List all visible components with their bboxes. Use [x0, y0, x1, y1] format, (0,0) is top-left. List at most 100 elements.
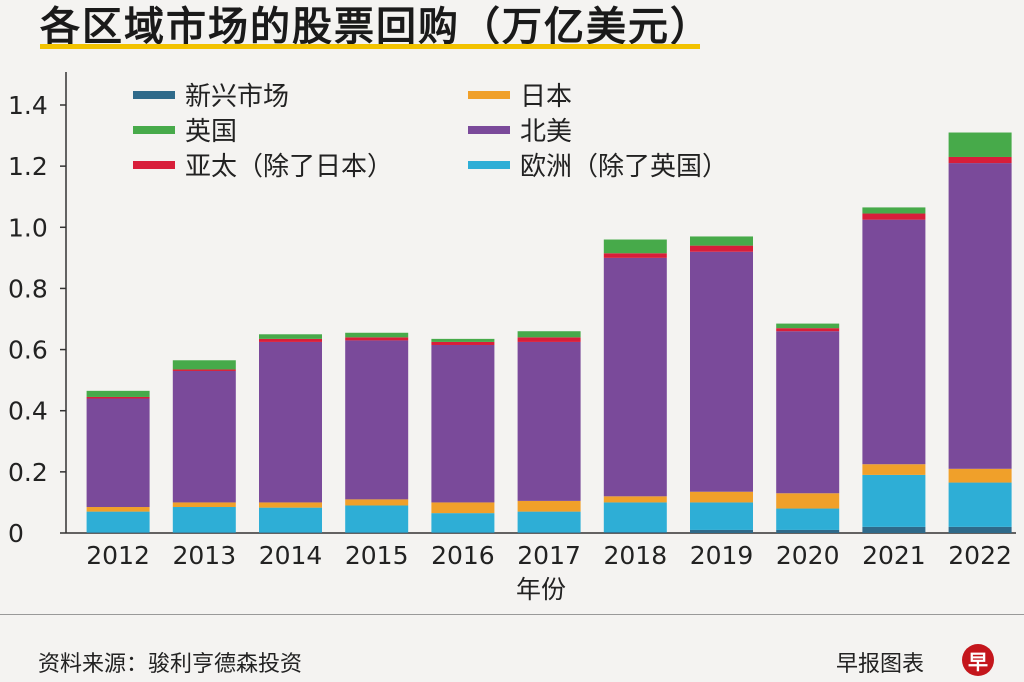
zaobao-logo: 早: [962, 644, 994, 676]
y-tick-label: 0: [8, 519, 24, 548]
x-tick-label: 2020: [776, 541, 840, 570]
x-tick-label: 2019: [690, 541, 754, 570]
bar-segment-japan-2016: [431, 502, 495, 514]
chart-title: 各区域市场的股票回购（万亿美元）: [40, 4, 712, 50]
bar-segment-asia_pacific-2020: [776, 328, 840, 332]
bar-segment-emerging-2015: [345, 532, 409, 533]
bar-segment-north_america-2012: [86, 398, 150, 508]
bar-segment-uk-2013: [172, 360, 236, 370]
title-underline: [40, 44, 700, 49]
x-tick-label: 2014: [259, 541, 323, 570]
bar-segment-north_america-2013: [172, 370, 236, 503]
bar-segment-japan-2021: [862, 464, 926, 475]
bar-segment-uk-2015: [345, 332, 409, 338]
bar-segment-emerging-2016: [431, 532, 495, 533]
bar-segment-north_america-2020: [776, 331, 840, 494]
y-tick-label: 0.4: [8, 397, 48, 426]
bar-segment-japan-2013: [172, 502, 236, 508]
bar-segment-north_america-2022: [948, 163, 1012, 469]
y-tick-label: 0.2: [8, 458, 48, 487]
bar-segment-emerging-2018: [603, 532, 667, 533]
y-tick-label: 0.6: [8, 336, 48, 365]
bar-segment-emerging-2012: [86, 532, 150, 533]
bar-segment-asia_pacific-2022: [948, 156, 1012, 164]
bar-segment-uk-2012: [86, 390, 150, 397]
y-tick-label: 1.0: [8, 213, 48, 242]
bar-segment-north_america-2014: [259, 341, 322, 503]
bar-segment-europe-2014: [259, 507, 322, 533]
bar-segment-japan-2015: [345, 499, 409, 506]
bar-segment-uk-2022: [948, 132, 1012, 157]
bar-segment-uk-2020: [776, 323, 840, 329]
x-tick-label: 2012: [86, 541, 150, 570]
legend-label-uk: 英国: [185, 117, 237, 147]
y-tick-label: 0.8: [8, 274, 48, 303]
bar-segment-asia_pacific-2018: [603, 253, 667, 258]
source-note: 资料来源：骏利亨德森投资: [38, 652, 303, 677]
bar-segment-emerging-2014: [259, 532, 322, 533]
bar-segment-uk-2014: [259, 334, 322, 339]
bar-segment-uk-2021: [862, 207, 926, 214]
bar-segment-emerging-2017: [517, 532, 581, 533]
bar-segment-europe-2017: [517, 511, 581, 533]
bar-segment-emerging-2020: [776, 529, 840, 533]
bar-segment-japan-2022: [948, 468, 1012, 483]
legend-swatch-japan: [468, 91, 510, 99]
legend-label-north_america: 北美: [520, 117, 572, 147]
bar-segment-asia_pacific-2019: [690, 245, 753, 252]
bar-segment-north_america-2015: [345, 340, 409, 500]
bar-segment-north_america-2017: [517, 341, 581, 501]
x-tick-label: 2018: [603, 541, 667, 570]
footer-divider: [0, 614, 1024, 615]
bar-segment-japan-2018: [603, 496, 667, 503]
bar-segment-europe-2015: [345, 505, 409, 533]
bar-segment-emerging-2019: [690, 529, 753, 533]
legend-label-asia_pacific: 亚太（除了日本）: [185, 152, 393, 182]
bar-segment-asia_pacific-2015: [345, 337, 409, 341]
bar-segment-asia_pacific-2016: [431, 341, 495, 345]
x-tick-label: 2016: [431, 541, 495, 570]
legend-swatch-north_america: [468, 126, 510, 134]
bar-segment-north_america-2021: [862, 219, 926, 465]
x-axis-title: 年份: [516, 575, 566, 604]
bar-segment-japan-2020: [776, 493, 840, 509]
stacked-bar-chart: 0 0.2 0.4 0.6 0.8 1.0 1.2 1.4 2012 2013 2014 2015 20…: [8, 72, 1016, 604]
legend-swatch-europe: [468, 161, 510, 169]
legend-swatch-emerging: [133, 91, 175, 99]
bar-segment-asia_pacific-2013: [172, 369, 236, 371]
bar-segment-japan-2017: [517, 500, 581, 512]
bar-segment-asia_pacific-2021: [862, 213, 926, 220]
bar-segment-north_america-2019: [690, 251, 753, 492]
legend-label-emerging: 新兴市场: [185, 82, 289, 112]
bar-segment-europe-2012: [86, 511, 150, 533]
bar-segment-emerging-2013: [172, 532, 236, 533]
bar-segment-asia_pacific-2017: [517, 337, 581, 342]
bar-segment-uk-2017: [517, 331, 581, 338]
x-tick-label: 2013: [172, 541, 236, 570]
x-tick-label: 2021: [862, 541, 926, 570]
graphic-credit: 早报图表: [836, 652, 925, 677]
x-tick-label: 2022: [948, 541, 1012, 570]
bar-segment-emerging-2021: [862, 526, 926, 533]
bar-segment-north_america-2016: [431, 344, 495, 503]
bar-segment-europe-2021: [862, 474, 926, 527]
y-tick-label: 1.2: [8, 152, 48, 181]
bar-segment-uk-2018: [603, 239, 667, 254]
bar-segment-uk-2019: [690, 236, 753, 246]
bar-segment-europe-2022: [948, 482, 1012, 527]
legend-swatch-uk: [133, 126, 175, 134]
bar-segment-japan-2014: [259, 502, 322, 508]
bar-segment-emerging-2022: [948, 526, 1012, 533]
bar-segment-europe-2019: [690, 502, 753, 530]
bar-segment-europe-2020: [776, 508, 840, 530]
x-tick-label: 2017: [517, 541, 581, 570]
x-tick-label: 2015: [345, 541, 409, 570]
bar-segment-asia_pacific-2014: [259, 338, 322, 342]
y-tick-label: 1.4: [8, 91, 48, 120]
bar-segment-europe-2016: [431, 513, 495, 533]
legend-swatch-asia_pacific: [133, 161, 175, 169]
bar-segment-japan-2019: [690, 491, 753, 503]
bar-segment-asia_pacific-2012: [86, 396, 150, 399]
bar-segment-japan-2012: [86, 507, 150, 512]
legend-label-europe: 欧洲（除了英国）: [520, 152, 728, 182]
